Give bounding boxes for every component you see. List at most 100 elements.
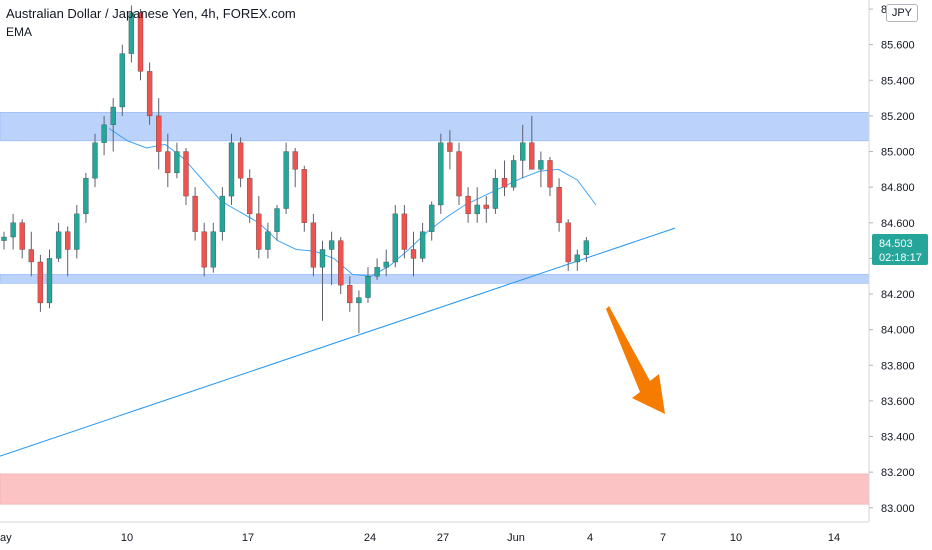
candle-body-up	[210, 231, 216, 268]
candle	[483, 196, 489, 223]
candle-body-down	[565, 222, 571, 263]
zone-blue-0	[0, 112, 870, 142]
candle	[237, 137, 244, 188]
candle-body-down	[65, 231, 71, 250]
candle	[128, 5, 135, 63]
candle-body-up	[538, 160, 544, 170]
price-tick-label: 85.200	[881, 111, 915, 123]
candle-body-up	[510, 160, 517, 188]
candle-body-up	[10, 222, 16, 238]
time-tick-label: 10	[730, 532, 742, 544]
candle	[538, 151, 544, 188]
time-tick-label: 27	[437, 532, 449, 544]
candle	[156, 98, 162, 170]
candle	[110, 98, 116, 152]
candle-body-down	[310, 222, 317, 268]
candle-body-up	[474, 204, 480, 215]
candle-body-up	[174, 151, 180, 174]
candle	[19, 219, 25, 259]
candle	[565, 219, 571, 271]
candle-body-up	[383, 261, 389, 268]
candle-body-up	[274, 208, 280, 232]
candle	[501, 160, 508, 197]
candle-body-up	[119, 53, 125, 108]
candle	[247, 169, 253, 223]
candle	[183, 147, 189, 205]
candle-body-down	[401, 213, 408, 250]
candle	[228, 133, 235, 205]
candle-body-up	[583, 240, 590, 255]
candle-body-up	[520, 142, 526, 161]
candle	[529, 115, 535, 170]
candle-body-up	[438, 142, 444, 206]
zone-red-2	[0, 473, 870, 505]
candle-body-down	[237, 142, 244, 179]
candle	[46, 249, 53, 309]
candles-layer	[1, 5, 590, 334]
candle-body-down	[501, 178, 508, 188]
candle-body-down	[301, 169, 307, 223]
candle	[37, 254, 44, 312]
price-axis-panel	[0, 0, 870, 523]
candle	[265, 222, 271, 259]
price-tick-label: 85.600	[881, 40, 915, 52]
time-tick-label: ay	[0, 532, 12, 544]
price-tick-label: 83.200	[881, 467, 915, 479]
last-price-background	[872, 234, 928, 265]
candle	[319, 240, 326, 321]
candle	[292, 147, 298, 188]
candle	[520, 124, 526, 179]
price-tick-label: 83.000	[881, 503, 915, 515]
zone-blue-1	[0, 274, 870, 284]
candle	[101, 115, 107, 156]
candle-body-up	[92, 142, 98, 179]
candle	[465, 187, 471, 223]
ascending-trendline[interactable]	[0, 227, 676, 457]
price-tick-label: 85.000	[881, 147, 915, 159]
candle	[583, 237, 590, 262]
price-tick-label: 84.600	[881, 218, 915, 230]
candle	[92, 133, 98, 188]
candle-body-down	[347, 284, 353, 304]
candle	[174, 142, 180, 179]
arrow-layer	[606, 306, 665, 414]
candle-body-down	[165, 151, 171, 174]
last-price-label: 84.503 02:18:17	[872, 234, 928, 265]
candle	[347, 276, 353, 312]
candle-body-down	[529, 142, 535, 170]
candle-body-down	[192, 195, 198, 232]
candle	[474, 187, 480, 223]
candle-body-up	[328, 240, 335, 250]
candle	[74, 204, 80, 259]
candle	[438, 133, 444, 214]
time-tick-label: Jun	[507, 532, 525, 544]
candle-body-up	[365, 276, 371, 298]
candle	[137, 9, 144, 81]
candle	[192, 187, 198, 241]
candle-body-down	[201, 231, 207, 268]
time-tick-label: 14	[828, 532, 840, 544]
candle	[429, 201, 435, 241]
candle	[456, 142, 462, 205]
trendline-layer	[0, 227, 676, 457]
candle	[283, 142, 289, 214]
currency-button[interactable]: JPY	[885, 4, 918, 22]
ema-indicator-label[interactable]: EMA	[6, 25, 33, 39]
last-price-value: 84.503	[879, 238, 913, 250]
candle-body-up	[110, 106, 116, 125]
candle	[356, 290, 362, 334]
candle	[365, 267, 371, 303]
candle-body-up	[265, 231, 271, 250]
price-tick-label: 83.800	[881, 360, 915, 372]
candle	[574, 249, 580, 271]
candle-body-up	[1, 236, 7, 241]
candle	[419, 222, 426, 262]
candle	[10, 213, 16, 250]
candle	[547, 156, 553, 197]
candle-body-up	[219, 195, 226, 232]
support-resistance-zones	[0, 112, 870, 505]
candle-body-down	[37, 261, 44, 304]
price-tick-label: 84.200	[881, 289, 915, 301]
candle	[210, 222, 216, 273]
